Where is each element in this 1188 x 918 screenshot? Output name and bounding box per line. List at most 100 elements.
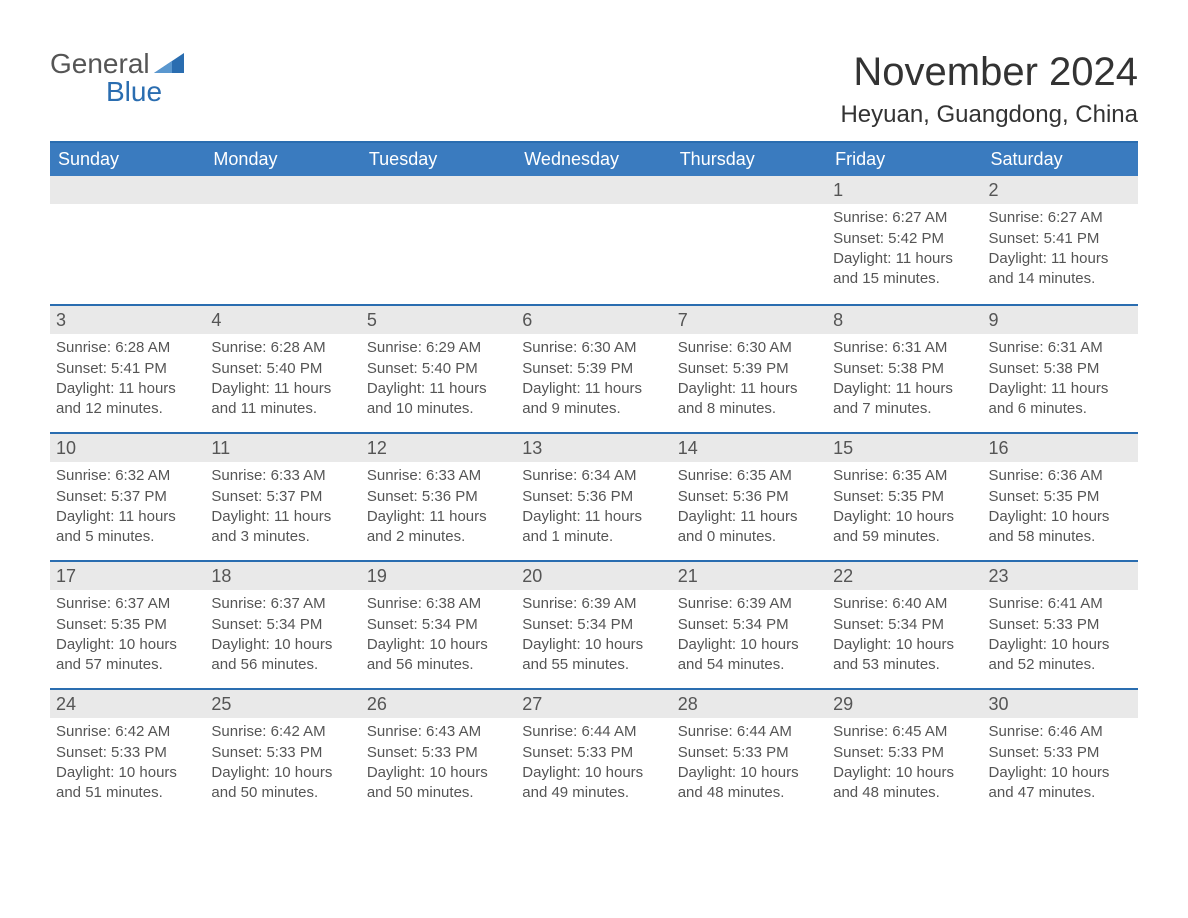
calendar-day-cell: .: [361, 176, 516, 304]
sunrise-line: Sunrise: 6:42 AM: [211, 722, 354, 742]
daylight-line: Daylight: 10 hours and 48 minutes.: [833, 763, 976, 804]
calendar: SundayMondayTuesdayWednesdayThursdayFrid…: [50, 141, 1138, 816]
sunset-line: Sunset: 5:38 PM: [989, 359, 1132, 379]
day-number: 26: [361, 690, 516, 718]
sunrise-line: Sunrise: 6:39 AM: [522, 594, 665, 614]
weekday-header-cell: Monday: [205, 143, 360, 176]
day-number: 15: [827, 434, 982, 462]
daylight-line: Daylight: 11 hours and 11 minutes.: [211, 379, 354, 420]
sunset-line: Sunset: 5:38 PM: [833, 359, 976, 379]
day-number: 19: [361, 562, 516, 590]
calendar-day-cell: 8 Sunrise: 6:31 AMSunset: 5:38 PMDaylight…: [827, 306, 982, 432]
daylight-line: Daylight: 11 hours and 15 minutes.: [833, 249, 976, 290]
calendar-day-cell: .: [205, 176, 360, 304]
day-number: 8: [827, 306, 982, 334]
sunset-line: Sunset: 5:33 PM: [678, 743, 821, 763]
weekday-header-cell: Wednesday: [516, 143, 671, 176]
day-number: 18: [205, 562, 360, 590]
calendar-day-cell: 4Sunrise: 6:28 AMSunset: 5:40 PMDaylight…: [205, 306, 360, 432]
calendar-day-cell: 27Sunrise: 6:44 AMSunset: 5:33 PMDayligh…: [516, 690, 671, 816]
day-number: 29: [827, 690, 982, 718]
sunset-line: Sunset: 5:33 PM: [522, 743, 665, 763]
sunset-line: Sunset: 5:37 PM: [211, 487, 354, 507]
daylight-line: Daylight: 11 hours and 12 minutes.: [56, 379, 199, 420]
daylight-line: Daylight: 11 hours and 6 minutes.: [989, 379, 1132, 420]
daylight-line: Daylight: 10 hours and 52 minutes.: [989, 635, 1132, 676]
calendar-day-cell: 5Sunrise: 6:29 AMSunset: 5:40 PMDaylight…: [361, 306, 516, 432]
weekday-header-cell: Tuesday: [361, 143, 516, 176]
sunset-line: Sunset: 5:36 PM: [522, 487, 665, 507]
sunrise-line: Sunrise: 6:33 AM: [367, 466, 510, 486]
sunrise-line: Sunrise: 6:44 AM: [678, 722, 821, 742]
daylight-line: Daylight: 10 hours and 50 minutes.: [367, 763, 510, 804]
day-number: 1: [827, 176, 982, 204]
daylight-line: Daylight: 11 hours and 9 minutes.: [522, 379, 665, 420]
brand-word1: General: [50, 50, 150, 78]
sunset-line: Sunset: 5:33 PM: [833, 743, 976, 763]
daylight-line: Daylight: 10 hours and 50 minutes.: [211, 763, 354, 804]
sunset-line: Sunset: 5:37 PM: [56, 487, 199, 507]
daylight-line: Daylight: 11 hours and 0 minutes.: [678, 507, 821, 548]
daylight-line: Daylight: 11 hours and 2 minutes.: [367, 507, 510, 548]
sunset-line: Sunset: 5:34 PM: [678, 615, 821, 635]
daylight-line: Daylight: 10 hours and 56 minutes.: [367, 635, 510, 676]
calendar-day-cell: 11 Sunrise: 6:33 AMSunset: 5:37 PMDayligh…: [205, 434, 360, 560]
calendar-day-cell: 30Sunrise: 6:46 AMSunset: 5:33 PMDayligh…: [983, 690, 1138, 816]
day-number: 11: [205, 434, 360, 462]
sunset-line: Sunset: 5:34 PM: [211, 615, 354, 635]
sunrise-line: Sunrise: 6:31 AM: [989, 338, 1132, 358]
day-number: 20: [516, 562, 671, 590]
daylight-line: Daylight: 10 hours and 55 minutes.: [522, 635, 665, 676]
sunrise-line: Sunrise: 6:41 AM: [989, 594, 1132, 614]
day-number: 3: [50, 306, 205, 334]
daylight-line: Daylight: 11 hours and 7 minutes.: [833, 379, 976, 420]
daylight-line: Daylight: 10 hours and 57 minutes.: [56, 635, 199, 676]
day-number: .: [672, 176, 827, 204]
sunset-line: Sunset: 5:35 PM: [989, 487, 1132, 507]
sunrise-line: Sunrise: 6:36 AM: [989, 466, 1132, 486]
calendar-week: .....1Sunrise: 6:27 AMSunset: 5:42 PMDay…: [50, 176, 1138, 304]
sunset-line: Sunset: 5:33 PM: [989, 615, 1132, 635]
day-number: 17: [50, 562, 205, 590]
day-number: .: [516, 176, 671, 204]
day-number: 13: [516, 434, 671, 462]
calendar-week: 17Sunrise: 6:37 AMSunset: 5:35 PMDayligh…: [50, 560, 1138, 688]
daylight-line: Daylight: 11 hours and 1 minute.: [522, 507, 665, 548]
daylight-line: Daylight: 10 hours and 54 minutes.: [678, 635, 821, 676]
sunset-line: Sunset: 5:34 PM: [833, 615, 976, 635]
calendar-day-cell: 28Sunrise: 6:44 AMSunset: 5:33 PMDayligh…: [672, 690, 827, 816]
calendar-day-cell: 12Sunrise: 6:33 AMSunset: 5:36 PMDayligh…: [361, 434, 516, 560]
day-number: 10: [50, 434, 205, 462]
sunset-line: Sunset: 5:39 PM: [678, 359, 821, 379]
daylight-line: Daylight: 11 hours and 3 minutes.: [211, 507, 354, 548]
day-number: .: [50, 176, 205, 204]
sunset-line: Sunset: 5:33 PM: [56, 743, 199, 763]
calendar-day-cell: 13Sunrise: 6:34 AMSunset: 5:36 PMDayligh…: [516, 434, 671, 560]
month-title: November 2024: [840, 50, 1138, 95]
day-number: .: [205, 176, 360, 204]
calendar-day-cell: 17Sunrise: 6:37 AMSunset: 5:35 PMDayligh…: [50, 562, 205, 688]
sunset-line: Sunset: 5:39 PM: [522, 359, 665, 379]
header-row: General Blue November 2024 Heyuan, Guang…: [50, 50, 1138, 129]
daylight-line: Daylight: 10 hours and 59 minutes.: [833, 507, 976, 548]
calendar-day-cell: 6Sunrise: 6:30 AMSunset: 5:39 PMDaylight…: [516, 306, 671, 432]
calendar-day-cell: 15Sunrise: 6:35 AMSunset: 5:35 PMDayligh…: [827, 434, 982, 560]
calendar-day-cell: 22Sunrise: 6:40 AMSunset: 5:34 PMDayligh…: [827, 562, 982, 688]
sunrise-line: Sunrise: 6:40 AM: [833, 594, 976, 614]
day-number: 12: [361, 434, 516, 462]
sunset-line: Sunset: 5:34 PM: [367, 615, 510, 635]
sunrise-line: Sunrise: 6:31 AM: [833, 338, 976, 358]
day-number: 4: [205, 306, 360, 334]
calendar-day-cell: 16Sunrise: 6:36 AMSunset: 5:35 PMDayligh…: [983, 434, 1138, 560]
title-block: November 2024 Heyuan, Guangdong, China: [840, 50, 1138, 129]
sunset-line: Sunset: 5:33 PM: [367, 743, 510, 763]
daylight-line: Daylight: 11 hours and 10 minutes.: [367, 379, 510, 420]
day-number: 9: [983, 306, 1138, 334]
sunset-line: Sunset: 5:41 PM: [56, 359, 199, 379]
calendar-day-cell: 19Sunrise: 6:38 AMSunset: 5:34 PMDayligh…: [361, 562, 516, 688]
sunrise-line: Sunrise: 6:33 AM: [211, 466, 354, 486]
calendar-day-cell: .: [672, 176, 827, 304]
day-number: 16: [983, 434, 1138, 462]
daylight-line: Daylight: 11 hours and 8 minutes.: [678, 379, 821, 420]
calendar-day-cell: .: [516, 176, 671, 304]
